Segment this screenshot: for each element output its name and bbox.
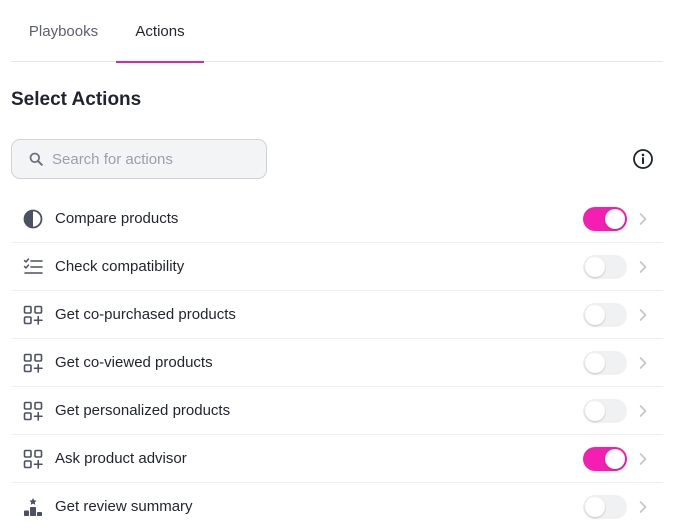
action-row-personalized[interactable]: Get personalized products — [11, 387, 663, 435]
action-row-compare-products[interactable]: Compare products — [11, 195, 663, 243]
action-label: Check compatibility — [55, 258, 185, 275]
tab-playbooks[interactable]: Playbooks — [28, 22, 99, 40]
search-box[interactable] — [11, 139, 267, 179]
chevron-right-icon[interactable] — [638, 404, 648, 418]
tab-actions[interactable]: Actions — [116, 0, 204, 63]
action-row-co-purchased[interactable]: Get co-purchased products — [11, 291, 663, 339]
toggle-knob — [585, 401, 605, 421]
chevron-right-icon[interactable] — [638, 452, 648, 466]
action-label: Compare products — [55, 210, 179, 227]
action-row-product-advisor[interactable]: Ask product advisor — [11, 435, 663, 483]
chevron-right-icon[interactable] — [638, 212, 648, 226]
info-icon[interactable] — [632, 148, 654, 170]
action-label: Ask product advisor — [55, 450, 187, 467]
action-toggle[interactable] — [583, 303, 627, 327]
action-row-co-viewed[interactable]: Get co-viewed products — [11, 339, 663, 387]
action-label: Get review summary — [55, 498, 193, 515]
search-input[interactable] — [52, 140, 252, 178]
chevron-right-icon[interactable] — [638, 260, 648, 274]
action-label: Get co-viewed products — [55, 354, 213, 371]
grid-plus-icon — [23, 305, 43, 325]
toggle-knob — [585, 497, 605, 517]
grid-plus-icon — [23, 401, 43, 421]
grid-plus-icon — [23, 449, 43, 469]
action-toggle[interactable] — [583, 351, 627, 375]
search-icon — [29, 152, 43, 166]
action-row-review-summary[interactable]: Get review summary — [11, 483, 663, 531]
action-toggle[interactable] — [583, 447, 627, 471]
action-toggle[interactable] — [583, 399, 627, 423]
toggle-knob — [605, 209, 625, 229]
podium-star-icon — [24, 498, 42, 516]
action-label: Get personalized products — [55, 402, 231, 419]
action-toggle[interactable] — [583, 207, 627, 231]
chevron-right-icon[interactable] — [638, 500, 648, 514]
section-title: Select Actions — [11, 89, 142, 110]
action-toggle[interactable] — [583, 495, 627, 519]
toggle-knob — [585, 257, 605, 277]
toggle-knob — [585, 305, 605, 325]
half-circle-icon — [23, 209, 43, 229]
action-label: Get co-purchased products — [55, 306, 236, 323]
toggle-knob — [585, 353, 605, 373]
toggle-knob — [605, 449, 625, 469]
action-row-check-compatibility[interactable]: Check compatibility — [11, 243, 663, 291]
checklist-icon — [23, 258, 43, 274]
chevron-right-icon[interactable] — [638, 308, 648, 322]
tab-bar: Playbooks Actions — [11, 0, 663, 63]
grid-plus-icon — [23, 353, 43, 373]
action-toggle[interactable] — [583, 255, 627, 279]
chevron-right-icon[interactable] — [638, 356, 648, 370]
